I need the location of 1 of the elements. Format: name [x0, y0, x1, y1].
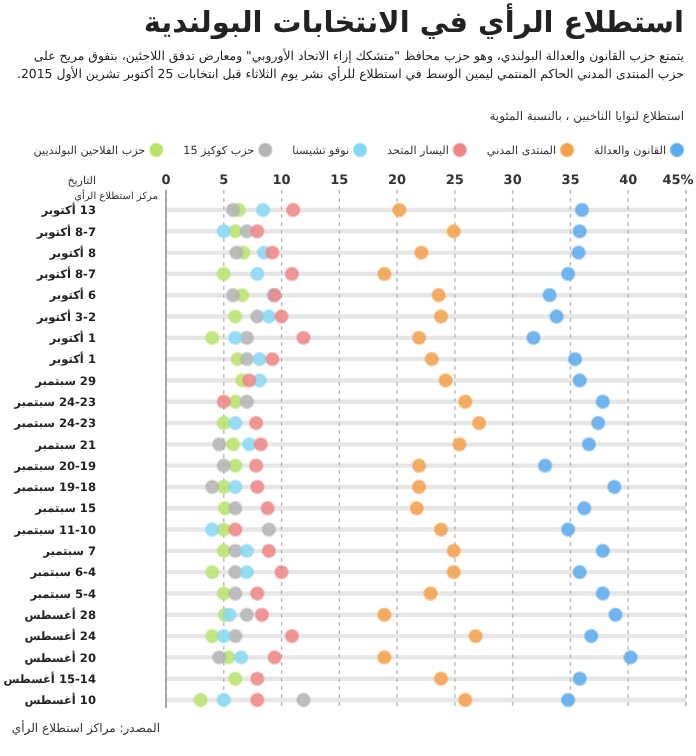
chart-title: استطلاع الرأي في الانتخابات البولندية — [141, 8, 684, 40]
